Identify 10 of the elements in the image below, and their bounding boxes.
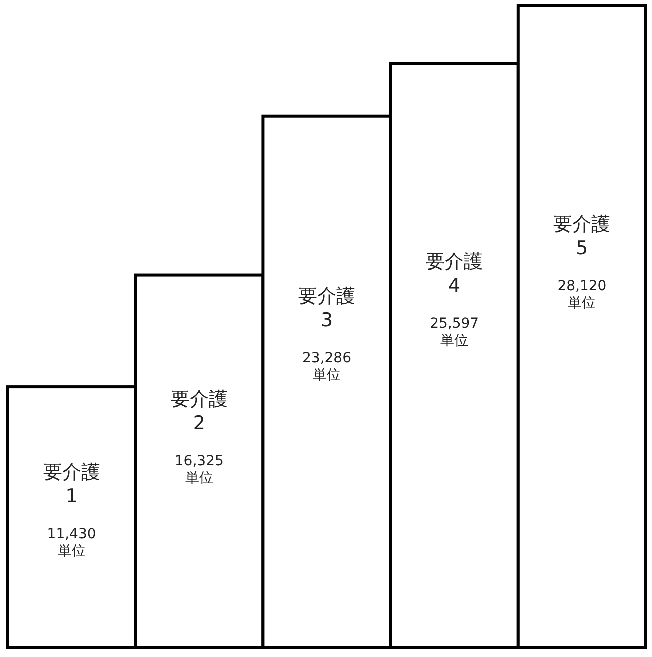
x-tick-label: 要介護 1 — [43, 461, 100, 508]
data-label: 25,597 単位 — [430, 316, 480, 350]
x-tick-label: 要介護 4 — [426, 251, 484, 298]
data-label: 28,120 単位 — [558, 278, 607, 312]
x-tick-label: 要介護 5 — [554, 214, 611, 260]
x-tick-label: 要介護 2 — [170, 388, 228, 435]
x-tick-label: 要介護 3 — [298, 285, 356, 332]
data-label: 23,286 単位 — [302, 350, 352, 384]
data-label: 11,430 単位 — [47, 526, 96, 560]
data-label: 16,325 単位 — [174, 454, 224, 487]
